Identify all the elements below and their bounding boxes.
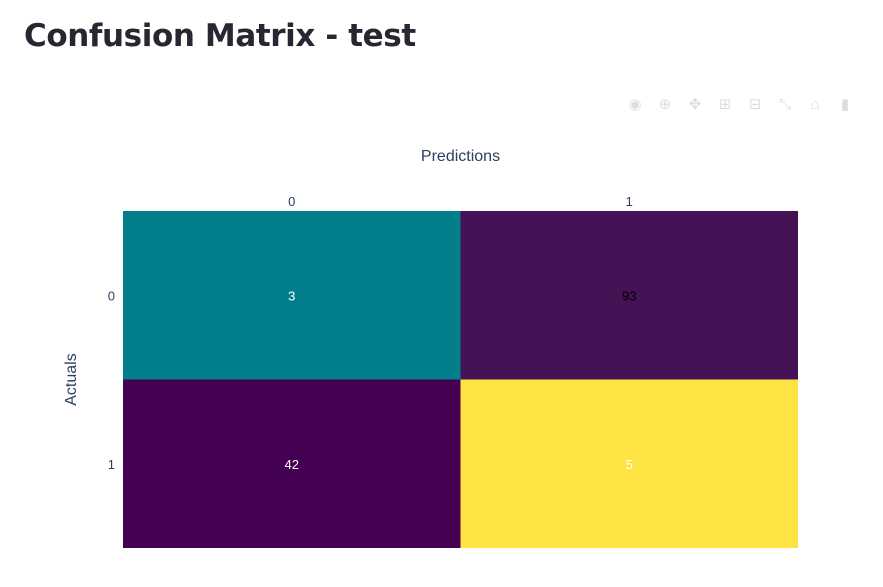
x-axis-title: Predictions xyxy=(421,148,500,165)
x-tick-label: 0 xyxy=(288,194,295,209)
y-tick-label: 1 xyxy=(108,457,115,472)
y-axis-title: Actuals xyxy=(63,353,80,405)
y-tick-label: 0 xyxy=(108,288,115,303)
cell-value-0-1: 93 xyxy=(622,288,636,303)
cell-value-1-0: 42 xyxy=(285,457,299,472)
cell-value-0-0: 3 xyxy=(288,288,295,303)
cell-value-1-1: 5 xyxy=(626,457,633,472)
x-tick-label: 1 xyxy=(626,194,633,209)
